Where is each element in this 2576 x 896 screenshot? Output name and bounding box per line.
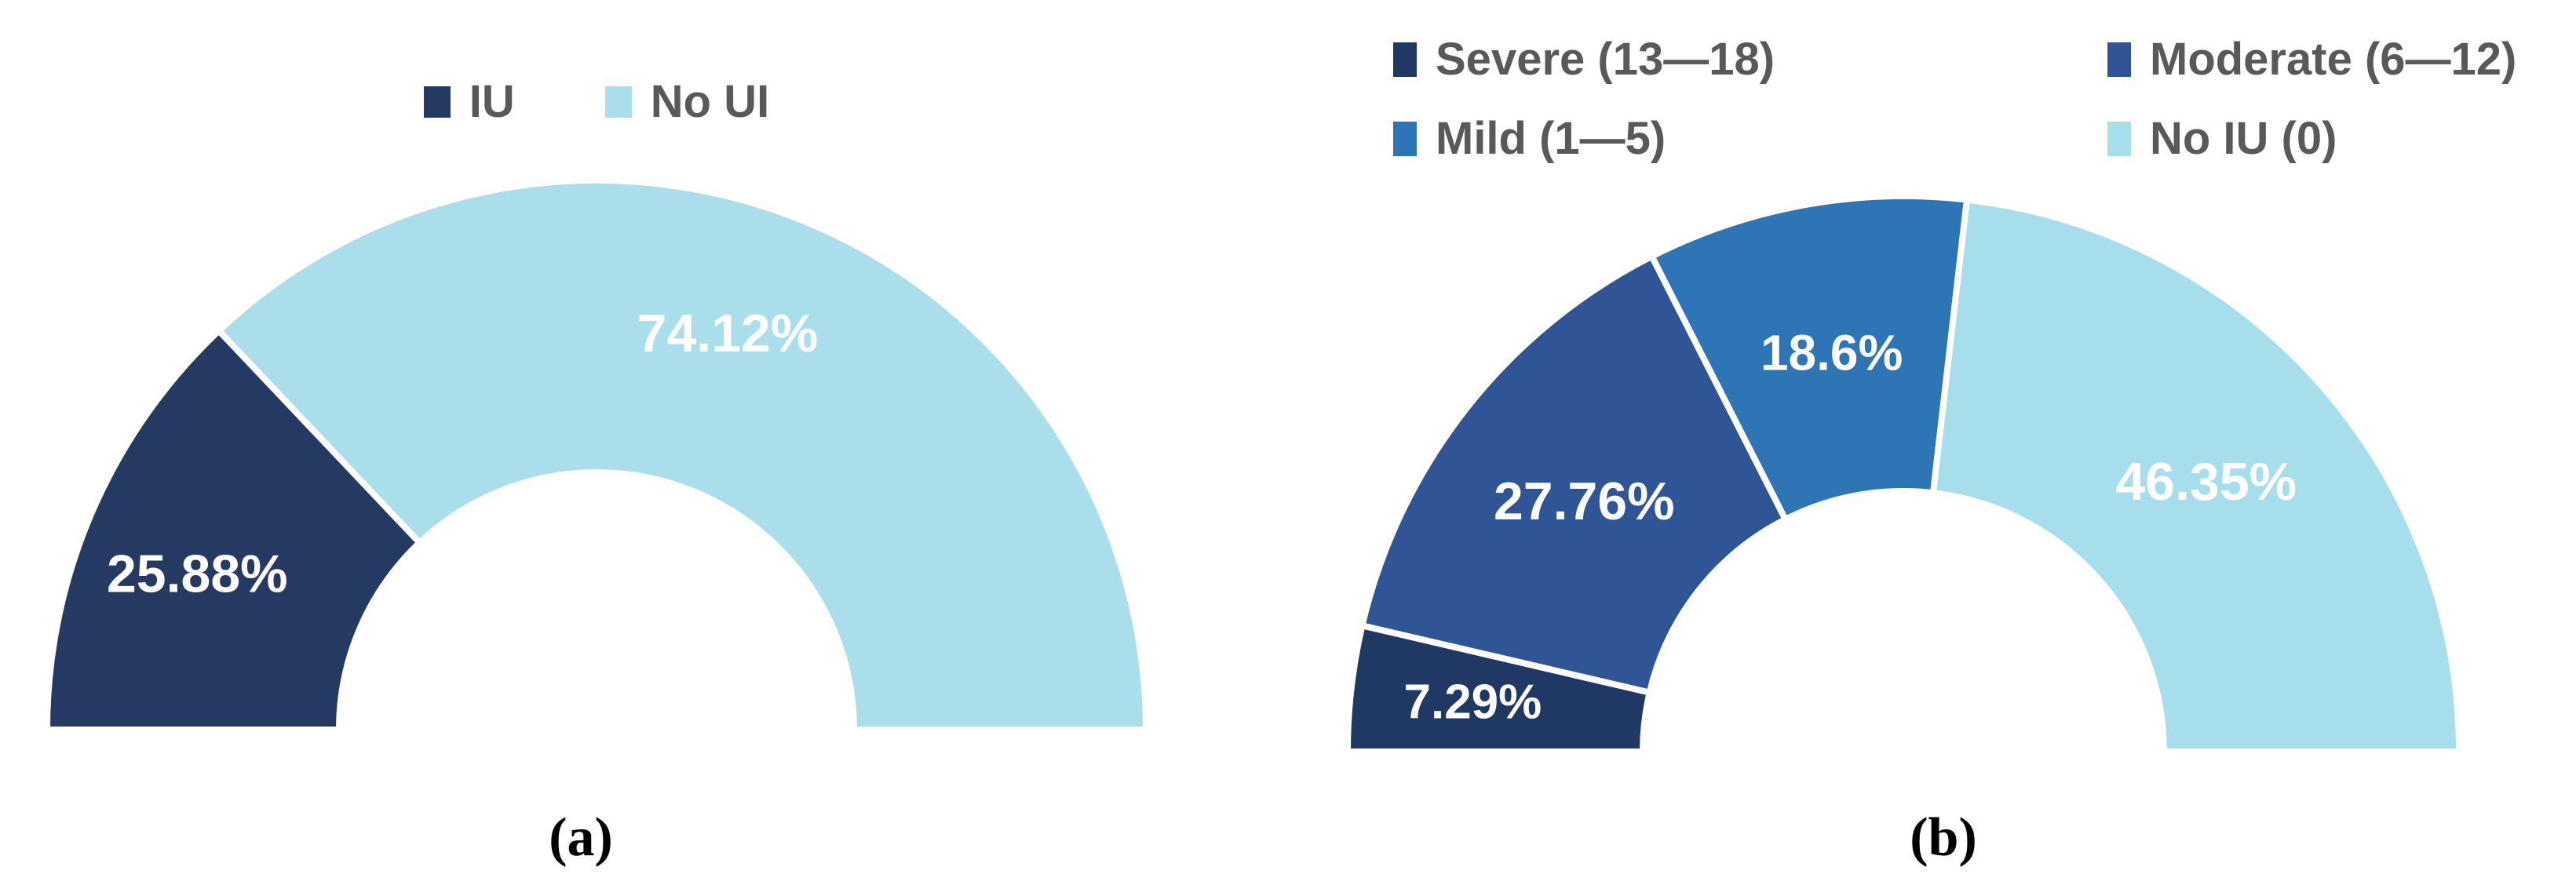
legend-label-mild-1-5: Mild (1—5) xyxy=(1436,113,1666,164)
legend-label-no-ui: No UI xyxy=(650,76,770,127)
legend-chart-a: IU No UI xyxy=(47,75,1146,128)
legend-chart-b: Severe (13—18) Moderate (6—12) Mild (1—5) N… xyxy=(1393,33,2516,165)
legend-label-severe-13-18: Severe (13—18) xyxy=(1436,34,1775,85)
legend-label-iu: IU xyxy=(469,76,515,127)
legend-item-iu: IU xyxy=(423,75,515,128)
legend-item-mild-1-5: Mild (1—5) xyxy=(1393,112,2107,165)
data-label-iu: 25.88% xyxy=(107,545,288,604)
legend-swatch-severe-13-18 xyxy=(1393,42,1417,77)
slice-moderate-6-12 xyxy=(1358,252,1790,697)
legend-label-no-iu-0: No IU (0) xyxy=(2150,113,2337,164)
caption-b: (b) xyxy=(1910,807,1977,868)
caption-a: (a) xyxy=(549,807,613,868)
legend-swatch-moderate-6-12 xyxy=(2107,42,2131,77)
data-label-mild-1-5: 18.6% xyxy=(1761,324,1903,381)
legend-label-moderate-6-12: Moderate (6—12) xyxy=(2150,34,2517,85)
data-label-no-ui: 74.12% xyxy=(637,304,819,363)
legend-item-severe-13-18: Severe (13—18) xyxy=(1393,33,2107,86)
legend-item-no-iu-0: No IU (0) xyxy=(2107,112,2516,165)
slice-iu xyxy=(43,326,425,733)
legend-item-moderate-6-12: Moderate (6—12) xyxy=(2107,33,2516,86)
legend-swatch-no-iu-0 xyxy=(2107,121,2131,156)
slice-mild-1-5 xyxy=(1647,192,1971,524)
slice-no-ui xyxy=(214,177,1150,733)
data-label-severe-13-18: 7.29% xyxy=(1403,675,1542,729)
legend-swatch-iu xyxy=(423,86,451,118)
data-label-no-iu-0: 46.35% xyxy=(2115,452,2297,512)
legend-swatch-mild-1-5 xyxy=(1393,121,1417,156)
legend-item-no-ui: No UI xyxy=(604,75,770,128)
data-label-moderate-6-12: 27.76% xyxy=(1494,472,1675,531)
legend-swatch-no-ui xyxy=(604,86,632,118)
slice-no-iu-0 xyxy=(1929,196,2463,755)
